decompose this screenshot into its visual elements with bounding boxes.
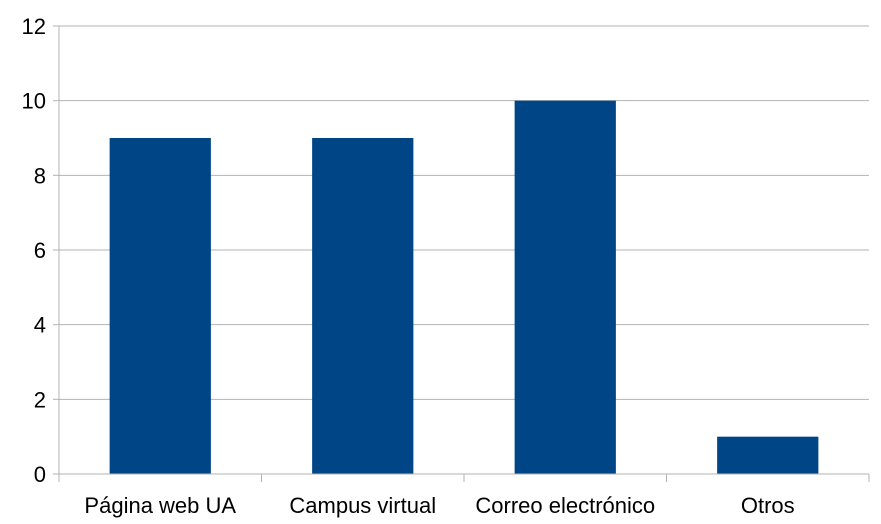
y-tick-label: 2: [34, 387, 46, 412]
bar: [312, 138, 414, 474]
x-category-label: Campus virtual: [289, 493, 436, 518]
bar: [514, 100, 616, 475]
y-tick-label: 8: [34, 163, 46, 188]
y-tick-label: 4: [34, 313, 46, 338]
x-category-label: Correo electrónico: [475, 493, 655, 518]
y-tick-label: 10: [22, 89, 46, 114]
bars: [109, 100, 819, 475]
axes: [53, 25, 870, 482]
y-tick-label: 6: [34, 238, 46, 263]
bar: [717, 436, 819, 474]
x-category-label: Otros: [741, 493, 795, 518]
x-tick-labels: Página web UA Campus virtual Correo electr…: [84, 493, 794, 518]
y-tick-labels: 0 2 4 6 8 10 12: [22, 14, 46, 487]
y-tick-label: 12: [22, 14, 46, 39]
y-tick-label: 0: [34, 462, 46, 487]
x-category-label: Página web UA: [84, 493, 236, 518]
bar: [109, 138, 211, 474]
